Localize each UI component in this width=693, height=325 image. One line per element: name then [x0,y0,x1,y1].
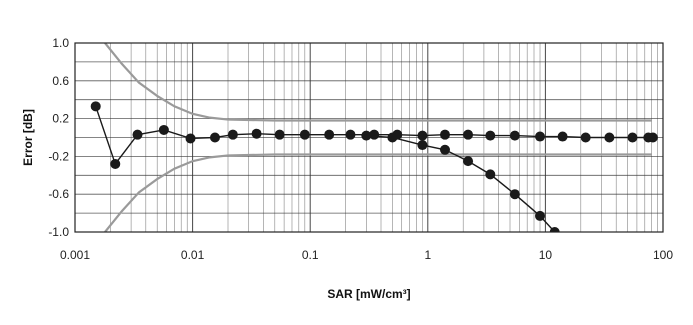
measured-linearized-point [417,130,428,141]
measured-uncompensated-point [361,130,372,141]
y-tick-label: 1.0 [52,36,69,50]
y-tick-label: -0.2 [48,149,69,163]
x-tick-label: 1 [424,248,431,262]
measured-linearized-point [535,131,546,142]
data-series [90,101,658,232]
x-tick-label: 100 [653,248,673,262]
x-tick-label: 0.1 [302,248,319,262]
measured-uncompensated-point [463,156,474,167]
upper-limit-line [104,43,652,122]
y-axis-label: Error [dB] [21,109,35,166]
plot-frame [74,42,664,233]
y-tick-labels: 1.0 0.6 0.2 -0.2 -0.6 -1.0 [48,36,69,239]
measured-linearized-point [274,129,285,140]
x-tick-label: 0.001 [60,248,90,262]
x-tick-labels: 0.001 0.01 0.1 1 10 100 [60,248,673,262]
measured-linearized-point [485,130,496,141]
measured-linearized-point [557,131,568,142]
measured-linearized-point [227,129,238,140]
measured-linearized-point [132,129,143,140]
y-tick-label: 0.6 [52,74,69,88]
x-tick-label: 0.01 [181,248,205,262]
measured-uncompensated-point [439,144,450,155]
measured-linearized-point [463,129,474,140]
measured-linearized-point [369,129,380,140]
measured-linearized-point [251,128,262,139]
measured-linearized-point [580,132,591,143]
measured-linearized-point [604,132,615,143]
measured-linearized-point [110,158,121,169]
measured-linearized-point [90,101,101,112]
measured-linearized-point [209,132,220,143]
y-tick-label: 0.2 [52,112,69,126]
measured-linearized-point [439,129,450,140]
measured-linearized-point [509,130,520,141]
measured-uncompensated-point [549,227,560,232]
measured-uncompensated-point [535,210,546,221]
measured-linearized-point [345,129,356,140]
y-tick-label: -0.6 [48,187,69,201]
x-tick-label: 10 [539,248,553,262]
measured-uncompensated-point [417,140,428,151]
measured-linearized-point [185,133,196,144]
limit-curves [104,43,652,232]
measured-uncompensated-point [387,132,398,143]
measured-uncompensated-point [485,169,496,180]
lower-limit-line [104,153,652,232]
measured-linearized-point [299,129,310,140]
measured-linearized-point [627,132,638,143]
measured-linearized-point [158,124,169,135]
measured-linearized-point [647,132,658,143]
x-axis-label: SAR [mW/cm³] [327,287,410,301]
measured-uncompensated-line [366,134,556,232]
measured-linearized-point [324,129,335,140]
y-tick-label: -1.0 [48,225,69,239]
measured-uncompensated-point [509,189,520,200]
